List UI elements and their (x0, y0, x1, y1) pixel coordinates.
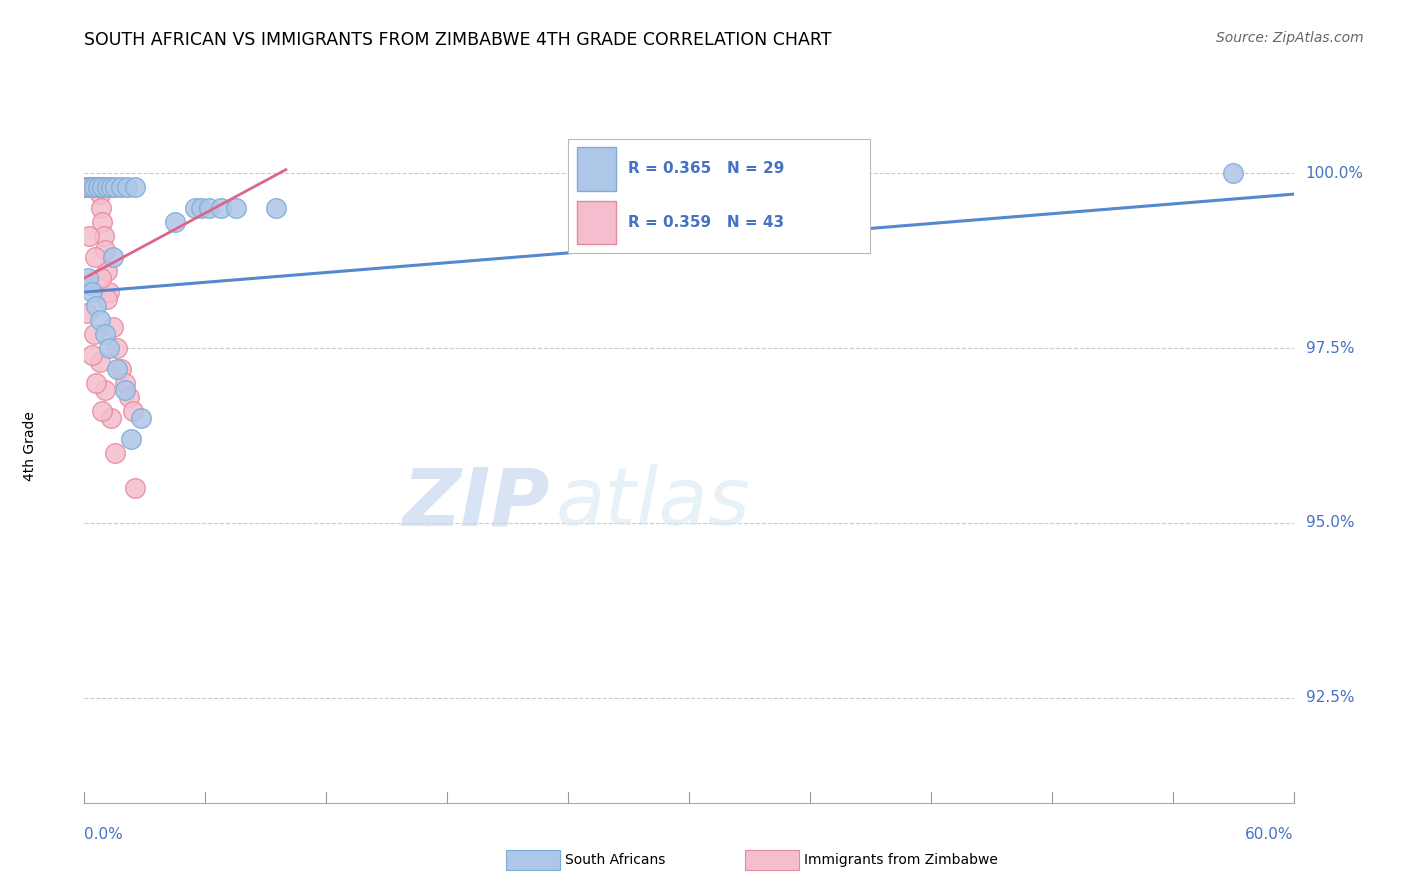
Point (115, 180, 138, 194)
Point (77, 180, 100, 194)
Point (97, 341, 120, 355)
Point (76, 180, 98, 194)
Point (104, 180, 127, 194)
Point (89, 187, 111, 202)
Point (184, 201, 207, 215)
Point (264, 201, 287, 215)
Point (225, 201, 247, 215)
Point (79, 180, 101, 194)
Point (93, 229, 115, 244)
Point (82, 348, 104, 362)
Point (89, 313, 111, 327)
Point (198, 201, 221, 215)
Point (114, 376, 136, 390)
Point (79, 229, 101, 244)
Point (91, 404, 114, 418)
Text: 60.0%: 60.0% (1246, 827, 1294, 842)
Point (77, 271, 100, 285)
Point (110, 362, 132, 376)
Point (93, 243, 115, 257)
Point (121, 404, 143, 418)
Point (89, 180, 111, 194)
Point (82, 180, 104, 194)
Text: Immigrants from Zimbabwe: Immigrants from Zimbabwe (804, 853, 998, 867)
Text: R = 0.359   N = 43: R = 0.359 N = 43 (628, 215, 785, 230)
Point (79, 180, 101, 194)
Point (105, 341, 128, 355)
Point (86, 180, 108, 194)
Bar (576, 201, 616, 244)
Text: South Africans: South Africans (565, 853, 665, 867)
Point (84, 250, 107, 264)
Point (165, 215, 187, 229)
Point (90, 271, 112, 285)
Point (190, 201, 212, 215)
Text: 4th Grade: 4th Grade (22, 411, 37, 481)
Point (124, 180, 146, 194)
Point (100, 180, 122, 194)
Point (96, 292, 118, 306)
Point (83, 180, 105, 194)
Text: atlas: atlas (555, 464, 751, 542)
Point (124, 481, 146, 495)
Point (89, 355, 111, 369)
Text: R = 0.365   N = 29: R = 0.365 N = 29 (628, 161, 785, 177)
Point (120, 432, 142, 446)
Point (1222, 166, 1244, 180)
Point (209, 201, 232, 215)
Point (82, 285, 104, 299)
Point (80, 180, 103, 194)
Text: Source: ZipAtlas.com: Source: ZipAtlas.com (1216, 31, 1364, 45)
Point (118, 390, 141, 404)
Point (110, 180, 132, 194)
Point (84, 180, 107, 194)
Point (91, 215, 114, 229)
Point (105, 362, 128, 376)
Point (96, 264, 118, 278)
Point (100, 411, 122, 425)
Text: 0.0%: 0.0% (84, 827, 124, 842)
Point (96, 180, 118, 194)
Point (114, 383, 136, 397)
Text: 95.0%: 95.0% (1306, 516, 1354, 531)
Text: ZIP: ZIP (402, 464, 550, 542)
Point (86, 299, 108, 313)
Point (91, 180, 114, 194)
Point (79, 180, 101, 194)
Text: 92.5%: 92.5% (1306, 690, 1354, 706)
Point (86, 376, 108, 390)
Point (87, 180, 110, 194)
Point (75, 180, 97, 194)
Text: 97.5%: 97.5% (1306, 341, 1354, 356)
Bar (576, 147, 616, 191)
Point (83, 180, 105, 194)
Point (104, 446, 127, 460)
Text: SOUTH AFRICAN VS IMMIGRANTS FROM ZIMBABWE 4TH GRADE CORRELATION CHART: SOUTH AFRICAN VS IMMIGRANTS FROM ZIMBABW… (84, 31, 832, 49)
Point (97, 285, 120, 299)
Point (86, 180, 108, 194)
Point (93, 383, 115, 397)
Point (83, 327, 105, 342)
Point (90, 201, 112, 215)
Point (75, 180, 97, 194)
Text: 100.0%: 100.0% (1306, 166, 1364, 181)
Point (101, 320, 124, 334)
Point (79, 278, 101, 293)
Point (76, 306, 98, 320)
Point (82, 180, 104, 194)
Point (101, 250, 124, 264)
Point (129, 411, 152, 425)
Point (93, 327, 115, 342)
Point (87, 180, 110, 194)
